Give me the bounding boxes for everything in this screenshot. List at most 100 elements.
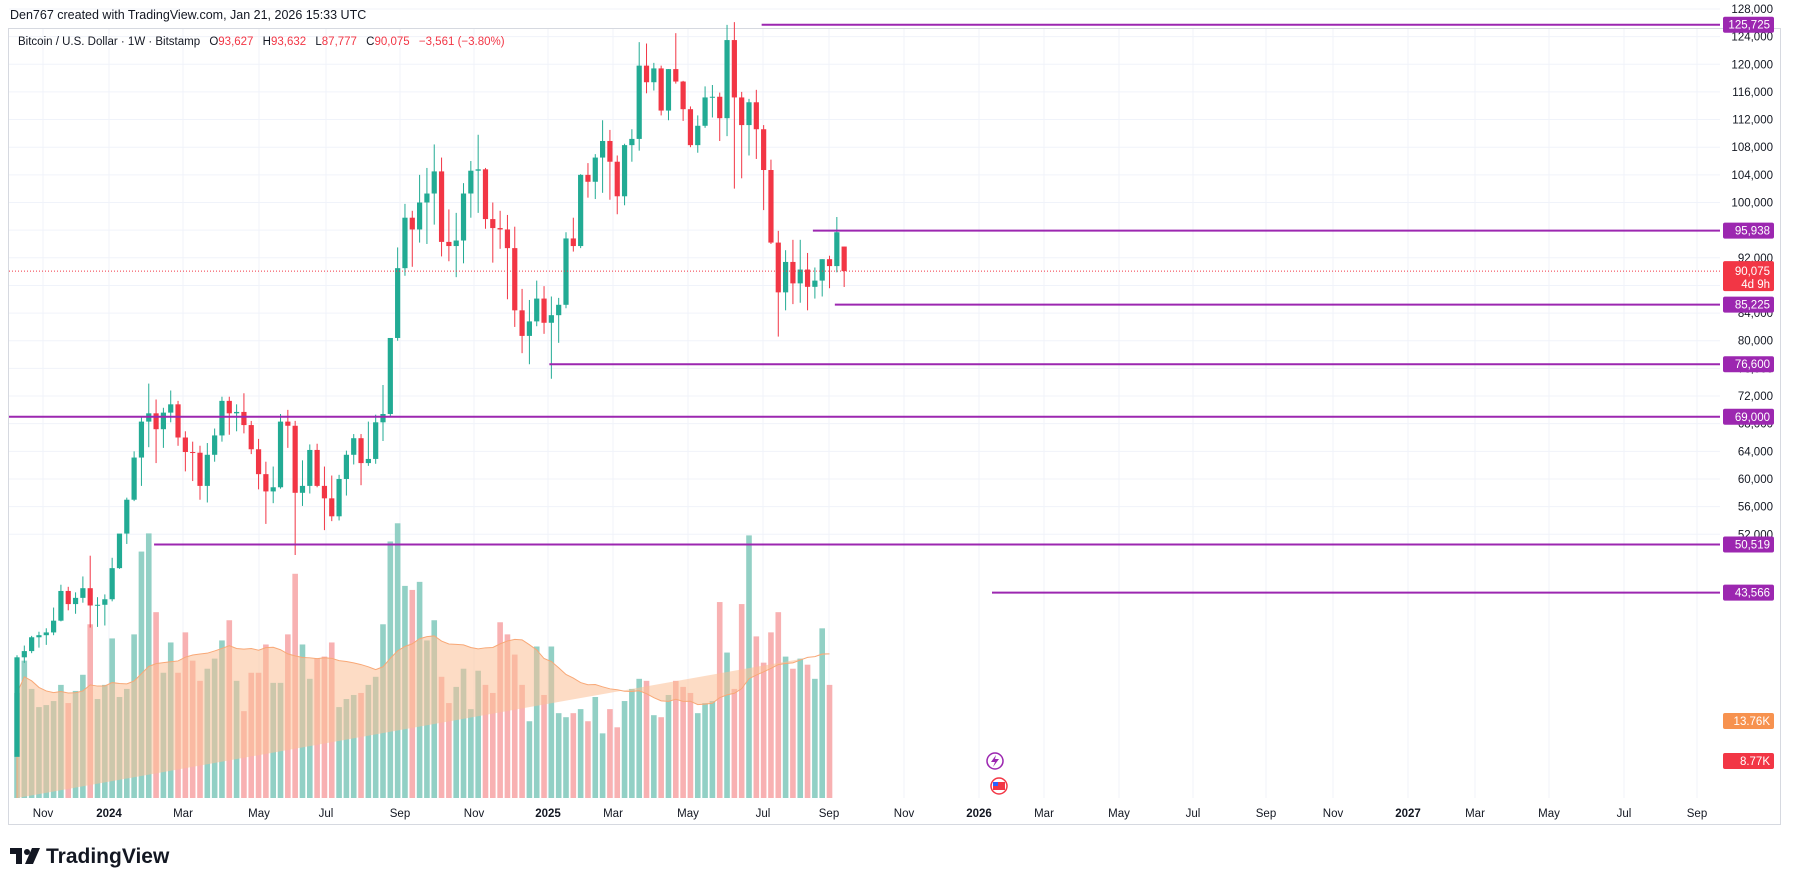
price-tick-label: 64,000	[1738, 446, 1773, 458]
time-tick-label: Nov	[33, 808, 54, 820]
candle-body	[14, 657, 20, 757]
candle	[43, 628, 49, 645]
candle-body	[190, 452, 196, 454]
time-tick-label: Mar	[603, 808, 623, 820]
candle	[431, 144, 437, 225]
time-tick-label: Mar	[1465, 808, 1485, 820]
candle	[753, 89, 759, 159]
volume-bar	[563, 717, 569, 798]
candle-body	[563, 238, 569, 305]
candle-body	[72, 597, 79, 605]
candle-body	[307, 449, 313, 486]
candle	[102, 594, 108, 626]
candle	[182, 431, 188, 472]
candle-body	[468, 170, 474, 194]
candle	[614, 155, 620, 215]
time-tick-label: May	[1538, 808, 1560, 820]
candle	[395, 247, 401, 341]
volume-bar	[358, 692, 364, 798]
last-price-badge	[1723, 261, 1774, 292]
candle-body	[255, 449, 262, 475]
candle	[94, 597, 101, 627]
candle	[731, 22, 737, 189]
volume-bar	[614, 727, 621, 798]
candle	[775, 230, 781, 337]
candle-body	[336, 478, 342, 517]
volume-bar	[658, 717, 664, 798]
candle	[409, 210, 415, 267]
symbol-legend[interactable]: Bitcoin / U.S. Dollar · 1W · Bitstamp O9…	[18, 36, 505, 48]
high-key: H	[262, 36, 271, 48]
time-tick-label: Jul	[1186, 808, 1201, 820]
price-tick-label: 72,000	[1738, 391, 1773, 403]
volume-bar	[621, 701, 628, 798]
candle	[299, 460, 306, 506]
level-price-badge-label: 43,566	[1735, 588, 1770, 600]
candle	[270, 466, 276, 504]
snapshot-caption: Den767 created with TradingView.com, Jan…	[10, 8, 367, 22]
candle	[351, 434, 357, 465]
candle-body	[826, 259, 833, 267]
volume-bar	[760, 662, 767, 798]
time-tick-label: Nov	[1323, 808, 1344, 820]
level-price-badge-label: 95,938	[1735, 226, 1770, 238]
candle-body	[417, 202, 423, 230]
level-price-badge-label: 85,225	[1735, 300, 1770, 312]
candle	[343, 450, 349, 496]
candle	[629, 129, 635, 162]
candle	[651, 62, 657, 91]
price-tick-label: 128,000	[1731, 4, 1773, 16]
level-price-badge	[1723, 408, 1774, 425]
candle-body	[124, 499, 130, 534]
level-price-badge	[1723, 536, 1774, 553]
volume-bar	[680, 686, 686, 798]
time-axis: Nov 2024 Mar May Jul Sep Nov 2025 Mar May Jul Sep No…	[33, 808, 1707, 820]
candle	[358, 434, 364, 486]
volume-bar	[577, 709, 584, 798]
candle	[197, 445, 203, 500]
candle	[131, 451, 137, 502]
candle-body	[226, 400, 232, 414]
time-tick-label: Nov	[464, 808, 485, 820]
tradingview-logo[interactable]: TradingView	[10, 845, 169, 869]
volume-bar	[629, 688, 635, 798]
candle-body	[570, 238, 576, 247]
candle	[797, 239, 803, 303]
close-key: C	[366, 36, 375, 48]
candle	[783, 250, 789, 311]
candle	[51, 607, 57, 636]
tradingview-logo-icon	[10, 848, 40, 864]
volume-bar	[343, 699, 350, 798]
candle-body	[80, 588, 86, 598]
candle-body	[197, 452, 203, 486]
candle	[124, 497, 130, 544]
chart-pane[interactable]	[8, 28, 1781, 825]
candle	[36, 631, 42, 648]
volume-bar	[790, 668, 796, 798]
price-tick-label: 56,000	[1738, 502, 1773, 514]
candle	[680, 80, 686, 121]
time-tick-label: 2026	[966, 808, 992, 820]
volume-current-badge	[1723, 753, 1774, 769]
volume-bar	[533, 646, 540, 798]
volume-bar	[526, 721, 533, 798]
candle-body	[460, 193, 467, 241]
candle	[160, 407, 166, 448]
candle-body	[29, 637, 35, 652]
candle-body	[665, 69, 672, 111]
time-tick-label: Jul	[756, 808, 771, 820]
candle	[307, 444, 313, 494]
volume-bar	[797, 658, 804, 798]
symbol-title: Bitcoin / U.S. Dollar · 1W · Bitstamp	[18, 36, 201, 48]
candle-body	[797, 269, 803, 284]
volume-bar	[468, 709, 474, 798]
candle-body	[175, 404, 181, 438]
candle	[482, 167, 489, 229]
time-tick-label: Mar	[173, 808, 193, 820]
candle-body	[373, 422, 379, 459]
candle	[819, 259, 825, 297]
candle-body	[51, 620, 57, 633]
candle-body	[761, 129, 767, 171]
candle-body	[351, 438, 357, 455]
